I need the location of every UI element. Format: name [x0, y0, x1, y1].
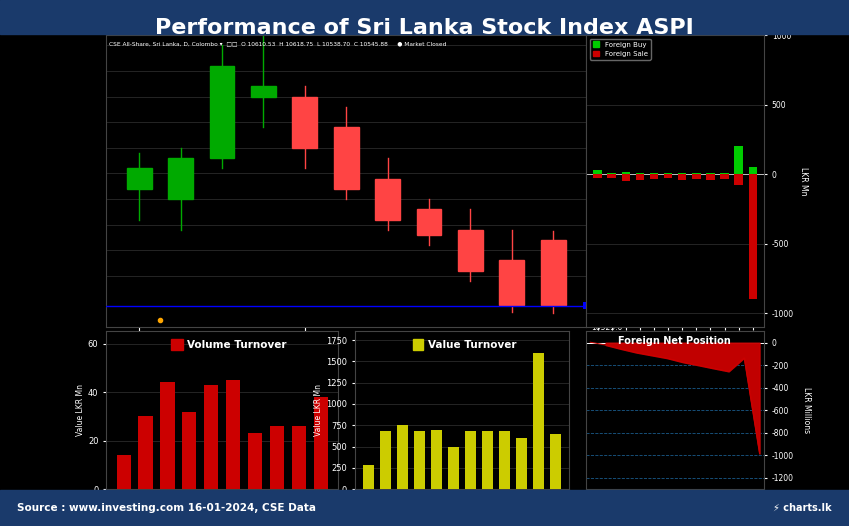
- Bar: [168, 158, 193, 199]
- Bar: [607, 174, 616, 178]
- Bar: [248, 433, 262, 489]
- Bar: [593, 174, 602, 178]
- Bar: [499, 260, 524, 306]
- Bar: [541, 240, 565, 306]
- Y-axis label: LKR Millions: LKR Millions: [801, 387, 811, 433]
- Bar: [160, 382, 175, 489]
- Bar: [116, 455, 131, 489]
- Bar: [692, 174, 700, 179]
- Bar: [593, 170, 602, 174]
- Text: CSE All-Share, Sri Lanka, D, Colombo ▾  □□  O 10610.53  H 10618.75  L 10538.70  : CSE All-Share, Sri Lanka, D, Colombo ▾ □…: [109, 41, 446, 46]
- Bar: [313, 397, 328, 489]
- Text: ⚡ charts.lk: ⚡ charts.lk: [773, 503, 831, 513]
- Bar: [270, 426, 284, 489]
- Bar: [417, 209, 441, 235]
- Text: Source : www.investing.com 16-01-2024, CSE Data: Source : www.investing.com 16-01-2024, C…: [17, 503, 316, 513]
- Bar: [692, 173, 700, 174]
- Bar: [533, 353, 544, 489]
- Bar: [550, 434, 561, 489]
- Bar: [413, 431, 424, 489]
- Y-axis label: Value LKR Mn: Value LKR Mn: [314, 385, 323, 437]
- Bar: [210, 66, 234, 158]
- Bar: [720, 173, 728, 174]
- Text: Foreign Net Position: Foreign Net Position: [618, 336, 731, 346]
- Bar: [251, 86, 276, 97]
- Bar: [678, 174, 687, 180]
- Bar: [706, 174, 715, 180]
- Bar: [499, 431, 510, 489]
- Bar: [621, 172, 630, 174]
- Y-axis label: LKR Mn: LKR Mn: [799, 167, 807, 195]
- Bar: [678, 173, 687, 174]
- Bar: [171, 339, 183, 350]
- Bar: [363, 466, 374, 489]
- Bar: [516, 438, 527, 489]
- Bar: [138, 417, 153, 489]
- Bar: [649, 174, 658, 179]
- Bar: [636, 174, 644, 180]
- Y-axis label: Value LKR Mn: Value LKR Mn: [76, 385, 85, 437]
- Bar: [734, 174, 743, 185]
- Bar: [413, 339, 424, 350]
- Bar: [183, 411, 196, 489]
- Bar: [291, 426, 306, 489]
- Bar: [482, 431, 493, 489]
- Bar: [204, 385, 218, 489]
- Text: Value Turnover: Value Turnover: [428, 340, 516, 350]
- Bar: [720, 174, 728, 179]
- Text: Performance of Sri Lanka Stock Index ASPI: Performance of Sri Lanka Stock Index ASP…: [155, 18, 694, 38]
- Bar: [226, 380, 240, 489]
- Text: Volume Turnover: Volume Turnover: [188, 340, 287, 350]
- Bar: [649, 173, 658, 174]
- Bar: [621, 174, 630, 181]
- Bar: [375, 178, 400, 219]
- Text: 10545.8: 10545.8: [584, 303, 611, 308]
- Legend: Foreign Buy, Foreign Sale: Foreign Buy, Foreign Sale: [590, 39, 651, 60]
- Bar: [380, 431, 391, 489]
- Bar: [334, 127, 358, 189]
- Bar: [448, 447, 459, 489]
- Bar: [734, 146, 743, 174]
- Bar: [706, 173, 715, 174]
- Bar: [127, 168, 152, 189]
- Bar: [458, 230, 483, 271]
- Bar: [636, 173, 644, 174]
- Bar: [664, 174, 672, 178]
- Bar: [430, 430, 442, 489]
- Bar: [396, 425, 408, 489]
- Bar: [292, 97, 318, 148]
- Bar: [465, 431, 476, 489]
- Bar: [749, 174, 757, 299]
- Bar: [749, 167, 757, 174]
